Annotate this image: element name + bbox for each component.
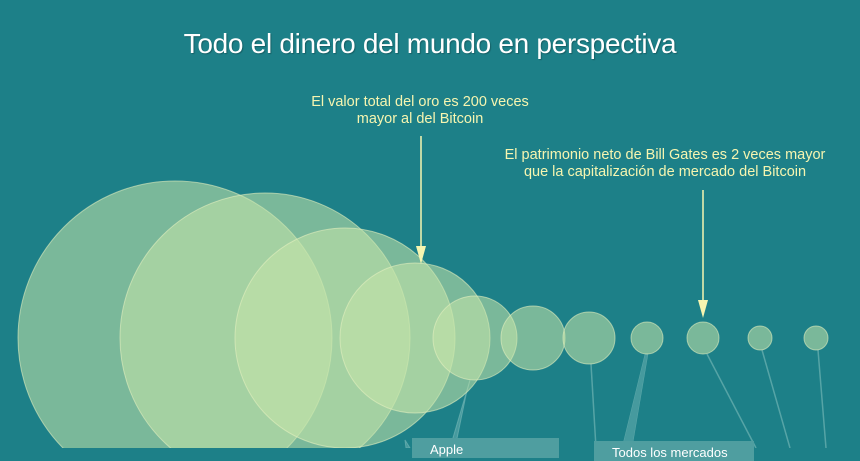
gold-annotation: El valor total del oro es 200 veces mayo… <box>250 94 590 128</box>
bill-gates-arrow-icon <box>698 190 708 318</box>
bubble-9-bill-gates <box>686 321 720 355</box>
bubble-10 <box>747 325 773 351</box>
label-apple: Apple <box>412 438 559 458</box>
leader-lines <box>404 349 827 448</box>
bubble-11 <box>803 325 829 351</box>
leader-line <box>590 363 597 448</box>
page-title: Todo el dinero del mundo en perspectiva <box>183 28 677 59</box>
label-todos-los-mercados-text: Todos los mercados <box>612 445 728 460</box>
label-apple-text: Apple <box>430 442 464 457</box>
bill-gates-annotation-line1: El patrimonio neto de Bill Gates es 2 ve… <box>504 147 826 163</box>
gold-arrow-icon <box>416 136 426 264</box>
leader-line <box>404 439 411 448</box>
bubble-7 <box>562 311 616 365</box>
bill-gates-annotation: El patrimonio neto de Bill Gates es 2 ve… <box>470 147 860 181</box>
gold-annotation-line1: El valor total del oro es 200 veces <box>311 94 529 110</box>
leader-line <box>621 353 649 448</box>
bubble-6 <box>500 305 566 371</box>
gold-annotation-line2: mayor al del Bitcoin <box>356 111 484 127</box>
leader-line <box>817 349 827 448</box>
bubble-8 <box>630 321 664 355</box>
bubbles <box>17 180 829 448</box>
leader-line <box>761 349 791 448</box>
leader-line <box>706 353 757 448</box>
bubble-chart <box>17 136 829 448</box>
label-todos-los-mercados: Todos los mercados <box>594 441 754 461</box>
bill-gates-annotation-line2: que la capitalización de mercado del Bit… <box>523 164 807 180</box>
